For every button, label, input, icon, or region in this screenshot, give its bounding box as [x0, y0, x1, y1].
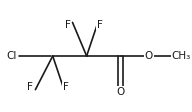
Text: CH₃: CH₃: [171, 51, 190, 61]
Text: Cl: Cl: [6, 51, 17, 61]
Text: F: F: [65, 20, 71, 30]
Text: O: O: [116, 87, 125, 97]
Text: F: F: [63, 82, 69, 92]
Text: F: F: [27, 82, 33, 92]
Text: F: F: [97, 20, 103, 30]
Text: O: O: [145, 51, 153, 61]
